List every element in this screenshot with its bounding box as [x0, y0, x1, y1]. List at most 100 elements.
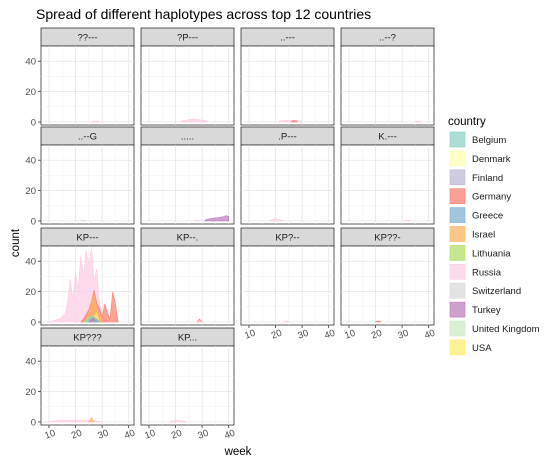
facet-strip-label: ??---: [77, 33, 97, 44]
legend-label: Russia: [472, 267, 502, 278]
area-series-turkey: [204, 215, 229, 222]
x-tick-label: 10: [43, 428, 57, 442]
facet-panel-1: ??--- 0 20 40: [25, 27, 135, 128]
legend-swatch: [449, 320, 466, 337]
legend-items: Belgium Denmark Finland Germany Greece Israel…: [449, 131, 540, 356]
facet-panel-5: ..--G 0 20 40: [25, 126, 135, 227]
area-series-russia: [169, 420, 187, 423]
panel-background: [240, 144, 335, 225]
panel-background: [140, 245, 235, 326]
x-tick-label: 10: [243, 328, 257, 342]
panel-background: [340, 45, 435, 126]
gridlines: [241, 46, 334, 125]
y-tick-label: 40: [25, 156, 36, 167]
panel-background: [340, 144, 435, 225]
gridlines: [341, 145, 434, 224]
facet-panel-8: K.---: [340, 126, 435, 225]
legend-label: USA: [472, 343, 492, 354]
y-tick-label: 20: [25, 87, 36, 98]
legend-swatch: [449, 301, 466, 318]
legend-swatch: [449, 207, 466, 223]
y-tick-label: 0: [31, 317, 36, 328]
legend-item-belgium: Belgium: [449, 131, 506, 148]
facet-strip-label: KP???: [73, 333, 102, 344]
gridlines: [141, 145, 234, 224]
panel-background: [140, 144, 235, 225]
facet-panel-6: .....: [140, 126, 235, 225]
area-series-switzerland: [80, 219, 87, 222]
legend-label: Denmark: [472, 154, 511, 165]
facet-strip-label: KP?--: [275, 233, 299, 244]
facet-strip-label: KP---: [76, 233, 98, 244]
x-tick-label: 20: [170, 428, 184, 442]
facet-panel-14: KP... 10 20 30 40: [140, 327, 237, 442]
facet-panel-12: KP??- 10 20 30 40: [340, 227, 437, 342]
facet-panel-9: KP--- 0 20 40: [25, 227, 135, 328]
legend-item-united-kingdom: United Kingdom: [449, 320, 540, 337]
x-tick-label: 40: [323, 328, 337, 342]
facet-panel-13: KP??? 0 20 40 10 20 30 40: [25, 327, 137, 442]
x-tick-label: 40: [423, 328, 437, 342]
legend-swatch: [449, 169, 466, 186]
legend-item-russia: Russia: [449, 263, 502, 280]
legend-swatch: [449, 226, 466, 242]
legend-label: Belgium: [472, 135, 506, 146]
y-tick-label: 20: [25, 287, 36, 298]
legend-label: Lithuania: [472, 248, 511, 259]
gridlines: [41, 145, 134, 224]
facet-strip-label: KP...: [178, 333, 197, 344]
area-series-greece: [93, 318, 101, 323]
legend-swatch: [449, 245, 466, 261]
legend-title: country: [448, 116, 486, 128]
legend-item-denmark: Denmark: [449, 150, 511, 167]
area-series-russia: [193, 219, 200, 222]
legend-item-israel: Israel: [449, 226, 495, 242]
area-series-germany: [375, 320, 382, 323]
gridlines: [141, 346, 234, 425]
y-axis-label: count: [10, 228, 22, 257]
area-series-russia: [283, 320, 290, 323]
panel-background: [140, 45, 235, 126]
legend-label: Greece: [472, 211, 503, 222]
x-tick-label: 20: [270, 328, 284, 342]
y-tick-label: 40: [25, 357, 36, 368]
area-series-israel: [85, 293, 103, 323]
panel-background: [40, 45, 135, 126]
y-tick-label: 0: [31, 216, 36, 227]
facet-strip-label: K.---: [378, 132, 396, 143]
x-tick-label: 10: [343, 328, 357, 342]
legend-swatch: [449, 263, 466, 280]
area-series-russia: [180, 118, 208, 123]
facet-strip-label: ..--?: [379, 33, 396, 44]
y-tick-label: 20: [25, 387, 36, 398]
area-series-germany: [291, 120, 298, 123]
area-series-russia: [415, 120, 422, 123]
x-tick-label: 40: [223, 428, 237, 442]
legend-item-lithuania: Lithuania: [449, 245, 511, 261]
y-tick-label: 40: [25, 257, 36, 268]
y-tick-label: 40: [25, 57, 36, 68]
area-series-russia: [404, 219, 411, 222]
facet-strip-label: ..---: [280, 33, 295, 44]
x-tick-label: 30: [396, 328, 410, 342]
legend-item-usa: USA: [449, 339, 492, 356]
area-series-russia: [91, 120, 100, 123]
facet-panel-3: ..---: [240, 27, 335, 126]
panel-background: [140, 345, 235, 426]
legend-label: Israel: [472, 230, 495, 241]
x-tick-label: 10: [143, 428, 157, 442]
panel-background: [340, 245, 435, 326]
panel-background: [40, 144, 135, 225]
facet-strip-label: KP??-: [374, 233, 400, 244]
area-series-israel: [88, 416, 95, 423]
panel-background: [240, 245, 335, 326]
y-tick-label: 20: [25, 186, 36, 197]
area-series-russia: [196, 320, 203, 323]
legend-swatch: [449, 339, 466, 356]
panel-background: [240, 45, 335, 126]
facet-panel-4: ..--?: [340, 27, 435, 126]
area-series-russia: [269, 218, 284, 222]
facet-panel-10: KP--.: [140, 227, 235, 326]
